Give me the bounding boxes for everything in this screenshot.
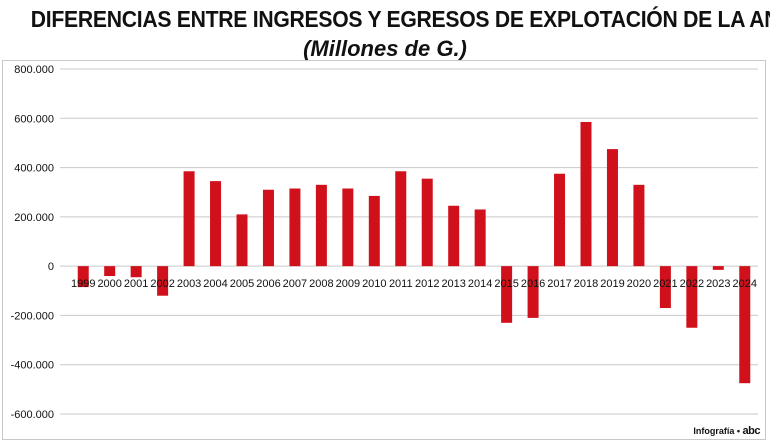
x-tick-label: 2014: [468, 278, 492, 290]
x-tick-label: 2017: [547, 278, 571, 290]
bar-2004: [210, 181, 222, 267]
y-tick-label: 600.000: [14, 113, 54, 125]
x-tick-label: 2011: [389, 278, 413, 290]
bar-2003: [183, 171, 195, 267]
bar-2001: [130, 266, 142, 278]
y-tick-label: 200.000: [14, 212, 54, 224]
bar-2000: [104, 266, 116, 276]
bar-2016: [527, 266, 539, 318]
bar-2010: [368, 195, 380, 267]
bar-2023: [712, 266, 724, 270]
abc-logo: abc: [742, 425, 761, 437]
y-tick-label: 400.000: [14, 163, 54, 175]
bar-1999: [77, 266, 89, 288]
credit-line: Infografía • abc: [693, 425, 760, 437]
bar-2014: [474, 209, 486, 267]
chart-frame: [2, 60, 766, 440]
x-tick-label: 2005: [230, 278, 254, 290]
x-tick-label: 2024: [733, 278, 757, 290]
bar-2020: [633, 184, 645, 267]
y-tick-label: -200.000: [11, 310, 54, 322]
x-tick-label: 2009: [336, 278, 360, 290]
x-tick-label: 2016: [521, 278, 545, 290]
x-tick-label: 2004: [203, 278, 227, 290]
x-tick-label: 2013: [441, 278, 465, 290]
x-tick-label: 2020: [627, 278, 651, 290]
chart-subtitle: (Millones de G.): [303, 36, 467, 61]
bar-2017: [554, 173, 566, 267]
x-tick-label: 2002: [150, 278, 174, 290]
x-tick-label: 2006: [256, 278, 280, 290]
y-tick-label: 800.000: [14, 64, 54, 76]
bar-2018: [580, 121, 592, 267]
chart-title: DIFERENCIAS ENTRE INGRESOS Y EGRESOS DE …: [30, 6, 770, 32]
x-tick-label: 2008: [309, 278, 333, 290]
bar-2021: [659, 266, 671, 309]
x-tick-label: 2021: [653, 278, 677, 290]
bar-2022: [686, 266, 698, 328]
x-tick-label: 2000: [97, 278, 121, 290]
y-tick-label: -400.000: [11, 360, 54, 372]
x-tick-label: 2022: [680, 278, 704, 290]
x-tick-label: 2012: [415, 278, 439, 290]
bar-2008: [315, 184, 327, 267]
bar-2019: [606, 149, 618, 267]
bar-2012: [421, 178, 433, 267]
x-tick-label: 2023: [706, 278, 730, 290]
bar-2024: [739, 266, 751, 384]
bar-2005: [236, 214, 248, 267]
bar-2009: [342, 188, 354, 267]
x-tick-label: 2018: [574, 278, 598, 290]
bar-2015: [501, 266, 513, 323]
y-tick-label: -600.000: [11, 409, 54, 421]
x-tick-label: 2007: [283, 278, 307, 290]
bar-2006: [262, 189, 274, 267]
bar-2013: [448, 205, 460, 267]
bar-2002: [157, 266, 169, 296]
bar-2007: [289, 188, 301, 267]
bar-2011: [395, 171, 407, 267]
y-tick-label: 0: [48, 261, 54, 273]
x-tick-label: 2001: [124, 278, 148, 290]
x-tick-label: 2019: [600, 278, 624, 290]
x-tick-label: 1999: [71, 278, 95, 290]
x-tick-label: 2010: [362, 278, 386, 290]
x-tick-label: 2003: [177, 278, 201, 290]
credit-label: Infografía •: [693, 426, 741, 436]
x-tick-label: 2015: [494, 278, 518, 290]
